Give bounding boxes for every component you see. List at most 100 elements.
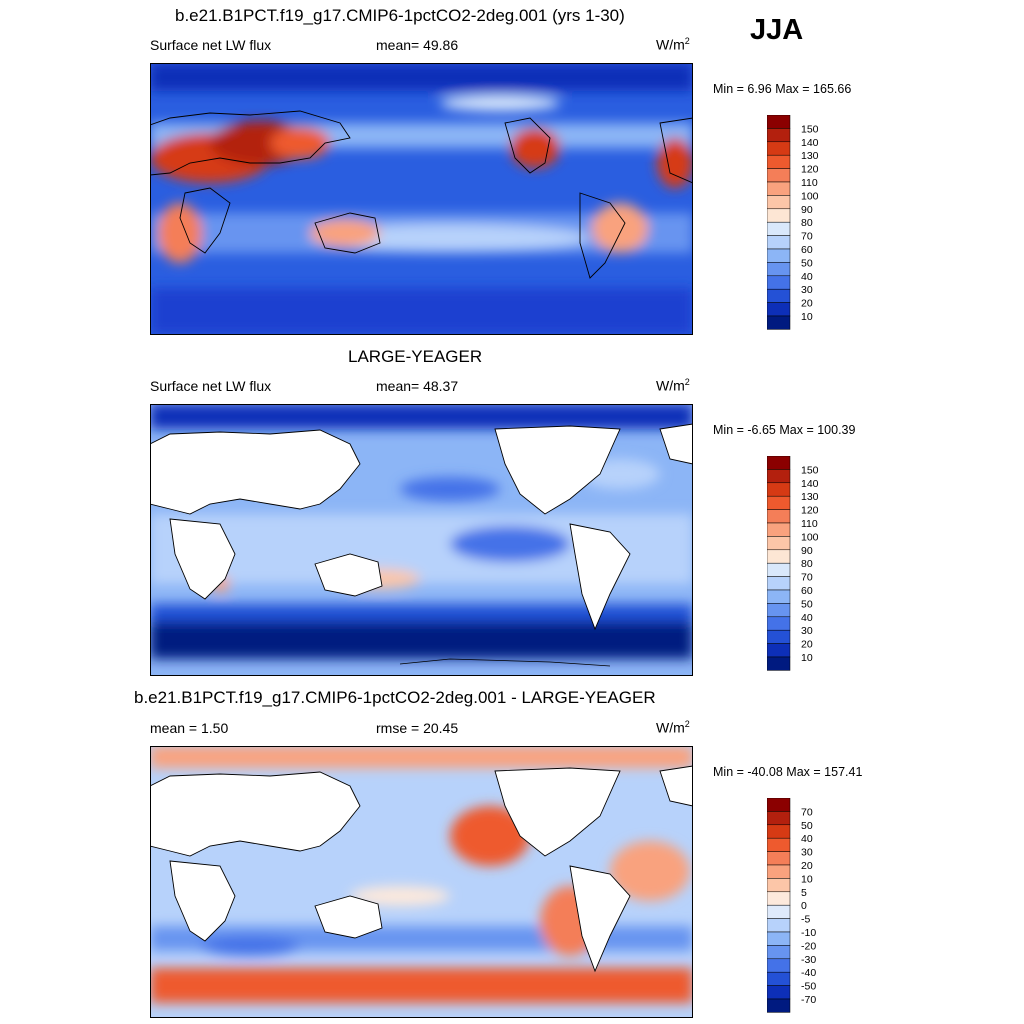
panel1-map bbox=[150, 63, 693, 335]
colorbar-tick-label: -10 bbox=[801, 927, 816, 939]
panel2-title: LARGE-YEAGER bbox=[348, 347, 483, 366]
panel3-title: b.e21.B1PCT.f19_g17.CMIP6-1pctCO2-2deg.0… bbox=[134, 688, 656, 707]
colorbar-tick-label: 50 bbox=[801, 598, 813, 610]
panel2-frame bbox=[150, 404, 693, 676]
colorbar-swatch bbox=[767, 931, 791, 946]
colorbar-swatch bbox=[767, 562, 791, 577]
colorbar-swatch bbox=[767, 603, 791, 618]
colorbar-swatch bbox=[767, 315, 791, 330]
colorbar-swatch bbox=[767, 589, 791, 604]
colorbar-tick-label: -70 bbox=[801, 994, 816, 1006]
colorbar-swatch bbox=[767, 262, 791, 277]
colorbar-tick-label: 140 bbox=[801, 137, 819, 149]
colorbar-swatch bbox=[767, 115, 791, 129]
colorbar-tick-label: 130 bbox=[801, 150, 819, 162]
colorbar-swatch bbox=[767, 288, 791, 303]
colorbar-swatch bbox=[767, 616, 791, 631]
colorbar-tick-label: 80 bbox=[801, 558, 813, 570]
colorbar-swatch bbox=[767, 811, 791, 826]
panel3-min-max: Min = -40.08 Max = 157.41 bbox=[713, 765, 863, 779]
colorbar-tick-label: 100 bbox=[801, 531, 819, 543]
colorbar-swatch bbox=[767, 235, 791, 250]
colorbar-tick-label: 70 bbox=[801, 806, 813, 818]
colorbar-swatch bbox=[767, 918, 791, 933]
colorbar-tick-label: 30 bbox=[801, 625, 813, 637]
colorbar-tick-label: 110 bbox=[801, 518, 818, 530]
colorbar-swatch bbox=[767, 522, 791, 537]
colorbar-tick-label: -20 bbox=[801, 940, 816, 952]
panel3-land-mask bbox=[150, 765, 693, 973]
panel2-mean-label: mean= 48.37 bbox=[376, 378, 459, 394]
colorbar-swatch bbox=[767, 482, 791, 497]
panel3-mean-label: mean = 1.50 bbox=[150, 720, 229, 736]
colorbar-tick-label: 90 bbox=[801, 545, 813, 557]
colorbar-swatch bbox=[767, 904, 791, 919]
colorbar-tick-label: 10 bbox=[801, 311, 813, 323]
colorbar-swatch bbox=[767, 248, 791, 263]
colorbar-tick-label: 10 bbox=[801, 873, 813, 885]
colorbar-swatch bbox=[767, 629, 791, 644]
colorbar-swatch bbox=[767, 168, 791, 183]
panel3-frame bbox=[150, 746, 693, 1018]
colorbar-tick-label: 60 bbox=[801, 585, 813, 597]
colorbar-swatch bbox=[767, 128, 791, 143]
colorbar-tick-label: 40 bbox=[801, 271, 813, 283]
panel3-field bbox=[150, 746, 693, 1003]
colorbar-swatch bbox=[767, 837, 791, 852]
colorbar-swatch bbox=[767, 275, 791, 290]
colorbar-swatch bbox=[767, 141, 791, 156]
colorbar-swatch bbox=[767, 643, 791, 658]
colorbar-swatch bbox=[767, 456, 791, 470]
colorbar-swatch bbox=[767, 195, 791, 210]
panel1-min-max: Min = 6.96 Max = 165.66 bbox=[713, 82, 852, 96]
colorbar-tick-label: 20 bbox=[801, 298, 813, 310]
colorbar-tick-label: 80 bbox=[801, 217, 813, 229]
panel3-map bbox=[150, 746, 693, 1018]
colorbar-swatch bbox=[767, 971, 791, 986]
colorbar-swatch bbox=[767, 945, 791, 960]
colorbar-tick-label: 120 bbox=[801, 164, 819, 176]
colorbar-swatch bbox=[767, 798, 791, 812]
colorbar-tick-label: 150 bbox=[801, 464, 819, 476]
colorbar-tick-label: 20 bbox=[801, 639, 813, 651]
panel1-variable-label: Surface net LW flux bbox=[150, 37, 272, 53]
colorbar-swatch bbox=[767, 864, 791, 879]
colorbar-tick-label: 40 bbox=[801, 612, 813, 624]
colorbar-tick-label: 5 bbox=[801, 887, 807, 899]
panel2-map bbox=[150, 404, 693, 676]
colorbar-tick-label: 110 bbox=[801, 177, 818, 189]
colorbar-swatch bbox=[767, 824, 791, 839]
colorbar-tick-label: -5 bbox=[801, 914, 810, 926]
colorbar-swatch bbox=[767, 221, 791, 236]
panel2-variable-label: Surface net LW flux bbox=[150, 378, 272, 394]
colorbar-swatch bbox=[767, 891, 791, 906]
colorbar-tick-label: -30 bbox=[801, 954, 816, 966]
panel2-land-mask bbox=[150, 423, 693, 631]
colorbar-swatch bbox=[767, 851, 791, 866]
panel1-title: b.e21.B1PCT.f19_g17.CMIP6-1pctCO2-2deg.0… bbox=[175, 6, 625, 25]
colorbar-swatch bbox=[767, 469, 791, 484]
season-label: JJA bbox=[750, 14, 804, 46]
colorbar-tick-label: 50 bbox=[801, 257, 813, 269]
colorbar-swatch bbox=[767, 576, 791, 591]
panel1-mean-label: mean= 49.86 bbox=[376, 37, 459, 53]
colorbar-swatch bbox=[767, 495, 791, 510]
colorbar-swatch bbox=[767, 985, 791, 1000]
panel3-rmse-label: rmse = 20.45 bbox=[376, 720, 459, 736]
colorbar-swatch bbox=[767, 536, 791, 551]
colorbar-tick-label: 30 bbox=[801, 284, 813, 296]
colorbar-swatch bbox=[767, 549, 791, 564]
colorbar-tick-label: 120 bbox=[801, 505, 819, 517]
colorbar-tick-label: 100 bbox=[801, 190, 819, 202]
panel3-colorbar-swatches bbox=[767, 798, 791, 1013]
colorbar-tick-label: 40 bbox=[801, 833, 813, 845]
colorbar-tick-label: 30 bbox=[801, 847, 813, 859]
colorbar-tick-label: -40 bbox=[801, 967, 816, 979]
colorbar-swatch bbox=[767, 154, 791, 169]
colorbar-swatch bbox=[767, 878, 791, 893]
colorbar-swatch bbox=[767, 958, 791, 973]
panel2-units: W/m2 bbox=[656, 377, 690, 394]
